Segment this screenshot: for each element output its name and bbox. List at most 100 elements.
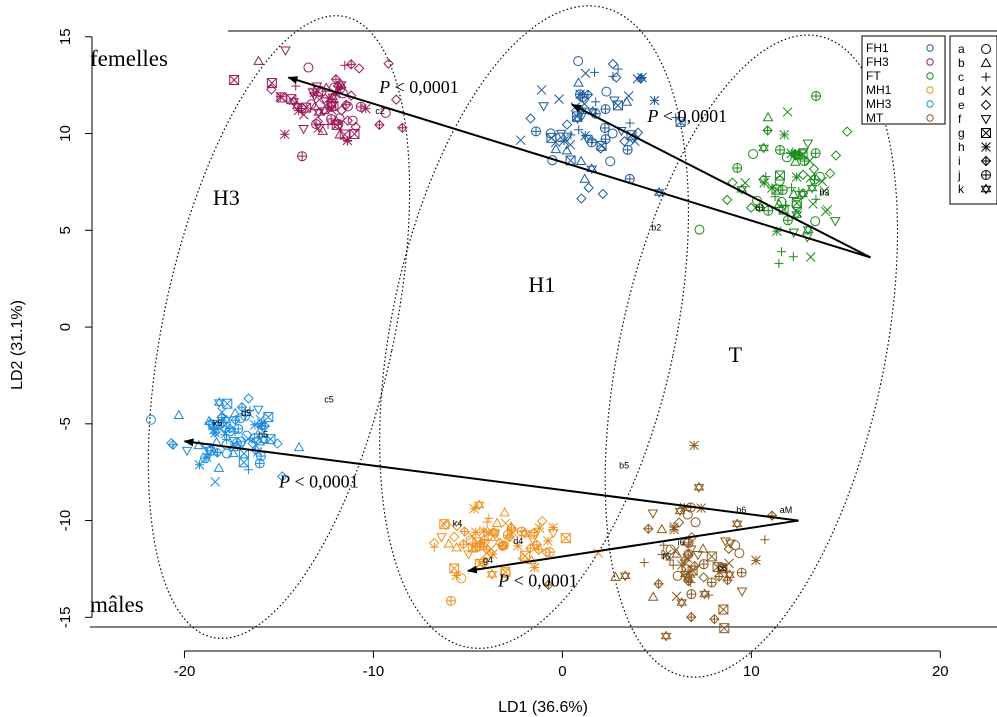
data-point-ft (802, 224, 814, 236)
data-point-mt-stroke (671, 591, 682, 602)
legend-entry-mt: MT (866, 111, 884, 125)
data-point-fh1-outline (579, 173, 591, 183)
data-point-mh1-stroke (468, 542, 478, 553)
data-point-fh1-outline (572, 113, 583, 122)
data-point-mh3 (222, 434, 232, 444)
data-point-mh1-outline (428, 537, 440, 549)
ellipse-h1 (379, 5, 690, 649)
data-point-mt (766, 510, 778, 521)
data-point-mt-outline (685, 545, 697, 555)
data-point-fh3-outline (342, 101, 353, 112)
data-point-mh3 (227, 447, 239, 458)
symbol-legend-marker (980, 155, 992, 167)
x-tick-label: 0 (558, 663, 566, 680)
data-point-fh3 (374, 119, 385, 131)
data-point-mh3 (194, 459, 205, 470)
data-point-mh1 (500, 566, 511, 577)
legend-entry-ft: FT (866, 69, 881, 83)
data-point-mh3 (204, 446, 216, 457)
data-point-fh1 (601, 86, 612, 97)
data-point-mh3-outline (229, 407, 241, 418)
legend-entry-mh3: MH3 (866, 97, 892, 111)
data-point-ft (762, 125, 773, 136)
data-point-ft (782, 107, 793, 117)
data-point-fh1-outline (555, 132, 566, 143)
data-point-fh3 (345, 59, 357, 70)
data-point-ft (797, 149, 808, 160)
data-point-mh1-outline (498, 540, 509, 551)
data-point-mh1 (478, 526, 489, 536)
data-point-fh3 (308, 89, 318, 99)
point-label: d4 (513, 536, 523, 546)
data-point-ft-outline (791, 209, 803, 218)
data-point-fh3 (340, 99, 352, 111)
data-point-fh1 (587, 135, 597, 145)
data-point-mh1 (467, 542, 478, 553)
data-point-ft (789, 156, 801, 166)
data-point-mh1-outline (467, 542, 478, 553)
data-point-mh3-stroke (194, 459, 205, 470)
data-point-mt-outline (619, 572, 631, 582)
data-point-ft (797, 169, 809, 180)
data-point-mh3-outline (213, 397, 225, 406)
data-point-mh1 (451, 541, 463, 552)
data-point-mt (671, 548, 683, 558)
data-point-mh3 (238, 457, 249, 468)
data-point-fh3 (360, 103, 371, 114)
data-point-mt-outline (724, 539, 736, 549)
data-point-fh3-outline (298, 124, 309, 135)
data-point-fh3 (353, 63, 365, 74)
data-point-fh1 (595, 143, 606, 154)
data-point-fh1 (555, 132, 566, 143)
data-point-mt-outline (734, 548, 745, 559)
data-point-fh1 (579, 173, 591, 183)
data-point-fh3-stroke (342, 135, 353, 146)
point-label: c2 (375, 106, 385, 116)
data-point-mh3 (243, 393, 254, 404)
p-value-label: P < 0,0001 (378, 77, 459, 97)
data-point-fh3 (355, 101, 366, 112)
data-point-mt (672, 570, 683, 581)
data-point-fh1-outline (575, 155, 587, 166)
plot-frame (90, 30, 997, 628)
data-point-fh3 (340, 60, 350, 70)
data-point-mh3 (236, 440, 247, 451)
data-point-mh3-outline (247, 438, 258, 449)
symbol-legend-letter: h (958, 140, 965, 154)
data-point-fh3-outline (353, 63, 365, 74)
data-point-ft (808, 163, 820, 175)
data-point-ft (732, 162, 743, 173)
data-point-mh3 (254, 458, 265, 469)
data-point-fh1 (538, 102, 549, 112)
data-point-fh3-outline (276, 92, 287, 103)
symbol-legend-letter: i (958, 154, 961, 168)
data-point-fh1 (577, 92, 588, 103)
symbol-legend-letter: k (958, 182, 965, 196)
data-point-fh1 (536, 85, 547, 95)
data-point-mh1 (478, 556, 489, 567)
data-point-mh3 (167, 439, 179, 451)
data-point-fh3-outline (303, 62, 314, 73)
data-point-fh1-stroke (613, 100, 623, 111)
data-point-fh3-outline (336, 105, 347, 116)
symbol-legend-marker-outline (980, 115, 992, 125)
data-point-mt (731, 518, 743, 530)
data-point-mh1 (451, 520, 463, 532)
data-point-mt (724, 539, 736, 549)
data-point-fh1-outline (550, 143, 562, 154)
data-point-ft-outline (814, 171, 825, 182)
data-point-mh1-outline (440, 519, 452, 531)
data-point-mh1-outline (491, 517, 503, 528)
data-point-fh1 (561, 144, 573, 155)
data-point-fh3 (323, 120, 333, 130)
data-point-mt (709, 613, 720, 625)
data-point-mh1-outline (443, 538, 455, 548)
data-point-ft-outline (758, 174, 769, 185)
data-point-fh3 (320, 97, 331, 107)
data-point-mh3 (241, 430, 252, 441)
data-point-fh1-outline (621, 96, 633, 106)
data-point-fh1 (572, 113, 583, 125)
data-point-mh1 (512, 541, 523, 551)
side-label-femelles: femelles (90, 46, 168, 71)
side-label-males: mâles (90, 592, 144, 617)
